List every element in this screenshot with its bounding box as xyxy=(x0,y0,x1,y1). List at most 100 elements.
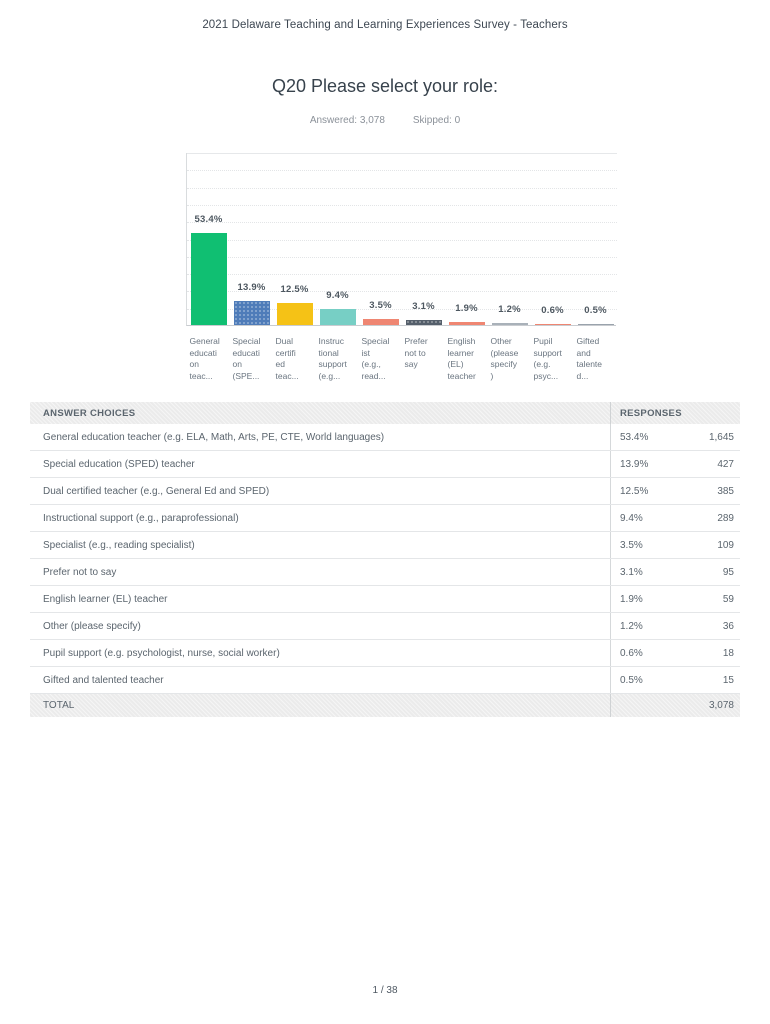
bar-value-label-2: 12.5% xyxy=(280,284,309,295)
responses-cell: 9.4% 289 xyxy=(610,505,740,531)
responses-cell: 1.2% 36 xyxy=(610,613,740,639)
total-responses-cell: 3,078 xyxy=(610,694,740,717)
responses-cell: 0.6% 18 xyxy=(610,640,740,666)
table-total-row: TOTAL 3,078 xyxy=(30,694,740,717)
survey-title: 2021 Delaware Teaching and Learning Expe… xyxy=(202,19,568,31)
bar-7 xyxy=(491,323,528,325)
table-row-4: Specialist (e.g., reading specialist) 3.5… xyxy=(30,532,740,559)
x-axis-tick-8: Pupil support (e.g. psyc... xyxy=(533,336,562,381)
response-count-cell: 95 xyxy=(722,566,734,578)
response-count-cell: 18 xyxy=(722,647,734,659)
response-count-cell: 59 xyxy=(722,593,734,605)
gridline-40 xyxy=(187,256,617,258)
question-title: Q20 Please select your role: xyxy=(271,76,499,96)
answer-stats: Answered: 3,078 Skipped: 0 xyxy=(0,115,770,126)
response-count-cell: 36 xyxy=(722,620,734,632)
bar-0 xyxy=(190,233,227,325)
answer-choices-header: ANSWER CHOICES xyxy=(43,407,136,419)
gridline-70 xyxy=(187,204,617,206)
response-count-cell: 385 xyxy=(717,485,734,497)
bar-8 xyxy=(534,324,571,325)
response-count-cell: 1,645 xyxy=(708,431,734,443)
gridline-80 xyxy=(187,187,617,189)
bar-value-label-6: 1.9% xyxy=(455,303,478,314)
table-row-6: English learner (EL) teacher 1.9% 59 xyxy=(30,586,740,613)
response-count-cell: 109 xyxy=(717,539,734,551)
bar-value-label-1: 13.9% xyxy=(237,282,266,293)
gridline-30 xyxy=(187,274,617,276)
bar-3 xyxy=(319,309,356,325)
answer-choice-cell: Other (please specify) xyxy=(43,620,141,632)
response-percent-cell: 12.5% xyxy=(620,485,649,497)
response-percent-cell: 3.1% xyxy=(620,566,643,578)
response-count-cell: 15 xyxy=(722,674,734,686)
bar-value-label-4: 3.5% xyxy=(369,300,392,311)
bar-value-label-7: 1.2% xyxy=(498,304,521,315)
responses-cell: 1.9% 59 xyxy=(610,586,740,612)
gridline-100 xyxy=(187,153,617,154)
table-row-2: Dual certified teacher (e.g., General Ed… xyxy=(30,478,740,505)
responses-header-cell: RESPONSES xyxy=(610,402,740,424)
bar-6 xyxy=(448,322,485,325)
responses-cell: 53.4% 1,645 xyxy=(610,424,740,450)
response-percent-cell: 13.9% xyxy=(620,458,649,470)
table-header-row: ANSWER CHOICES RESPONSES xyxy=(30,402,740,424)
x-axis-tick-4: Special ist (e.g., read... xyxy=(361,336,390,381)
answer-choice-cell: General education teacher (e.g. ELA, Mat… xyxy=(43,431,385,443)
table-row-9: Gifted and talented teacher 0.5% 15 xyxy=(30,667,740,694)
response-percent-cell: 53.4% xyxy=(620,431,649,443)
table-row-1: Special education (SPED) teacher 13.9% 427 xyxy=(30,451,740,478)
table-row-8: Pupil support (e.g. psychologist, nurse,… xyxy=(30,640,740,667)
table-body: General education teacher (e.g. ELA, Mat… xyxy=(30,424,740,694)
x-axis-tick-7: Other (please specify ) xyxy=(490,336,519,381)
gridline-20 xyxy=(187,291,617,293)
answer-choice-cell: Prefer not to say xyxy=(43,566,117,578)
gridline-10 xyxy=(187,308,617,310)
x-axis-tick-9: Gifted and talente d... xyxy=(576,336,603,381)
x-axis-tick-5: Prefer not to say xyxy=(404,336,428,369)
page-number: 1 / 38 xyxy=(372,985,398,996)
response-count-cell: 289 xyxy=(717,512,734,524)
table-row-0: General education teacher (e.g. ELA, Mat… xyxy=(30,424,740,451)
response-percent-cell: 1.9% xyxy=(620,593,643,605)
bar-1 xyxy=(233,301,270,325)
bar-2 xyxy=(276,303,313,325)
responses-cell: 3.5% 109 xyxy=(610,532,740,558)
answer-choice-cell: Specialist (e.g., reading specialist) xyxy=(43,539,195,551)
x-axis-tick-6: English learner (EL) teacher xyxy=(447,336,476,381)
bar-value-label-5: 3.1% xyxy=(412,301,435,312)
x-axis-tick-3: Instruc tional support (e.g... xyxy=(318,336,347,381)
answer-choice-cell: English learner (EL) teacher xyxy=(43,593,168,605)
response-percent-cell: 0.6% xyxy=(620,647,643,659)
gridline-60 xyxy=(187,222,617,224)
response-percent-cell: 0.5% xyxy=(620,674,643,686)
responses-cell: 0.5% 15 xyxy=(610,667,740,693)
responses-cell: 3.1% 95 xyxy=(610,559,740,585)
response-percent-cell: 3.5% xyxy=(620,539,643,551)
x-axis-tick-1: Special educati on (SPE... xyxy=(232,336,261,381)
response-percent-cell: 1.2% xyxy=(620,620,643,632)
answer-choice-cell: Gifted and talented teacher xyxy=(43,674,164,686)
bar-value-label-3: 9.4% xyxy=(326,290,349,301)
answer-choice-cell: Dual certified teacher (e.g., General Ed… xyxy=(43,485,270,497)
x-axis-tick-0: General educati on teac... xyxy=(189,336,220,381)
gridline-50 xyxy=(187,239,617,241)
bar-9 xyxy=(577,324,614,325)
answered-count: Answered: 3,078 xyxy=(309,115,385,126)
x-axis-tick-2: Dual certifi ed teac... xyxy=(275,336,299,381)
answer-choice-cell: Pupil support (e.g. psychologist, nurse,… xyxy=(43,647,280,659)
skipped-count: Skipped: 0 xyxy=(412,115,461,126)
bar-4 xyxy=(362,319,399,325)
bar-5 xyxy=(405,320,442,325)
responses-header: RESPONSES xyxy=(620,407,682,419)
table-row-7: Other (please specify) 1.2% 36 xyxy=(30,613,740,640)
bar-value-label-0: 53.4% xyxy=(194,214,223,225)
responses-cell: 12.5% 385 xyxy=(610,478,740,504)
response-count-cell: 427 xyxy=(717,458,734,470)
total-count: 3,078 xyxy=(708,700,734,711)
bar-value-label-9: 0.5% xyxy=(584,305,607,316)
responses-cell: 13.9% 427 xyxy=(610,451,740,477)
response-percent-cell: 9.4% xyxy=(620,512,643,524)
table-row-3: Instructional support (e.g., paraprofess… xyxy=(30,505,740,532)
